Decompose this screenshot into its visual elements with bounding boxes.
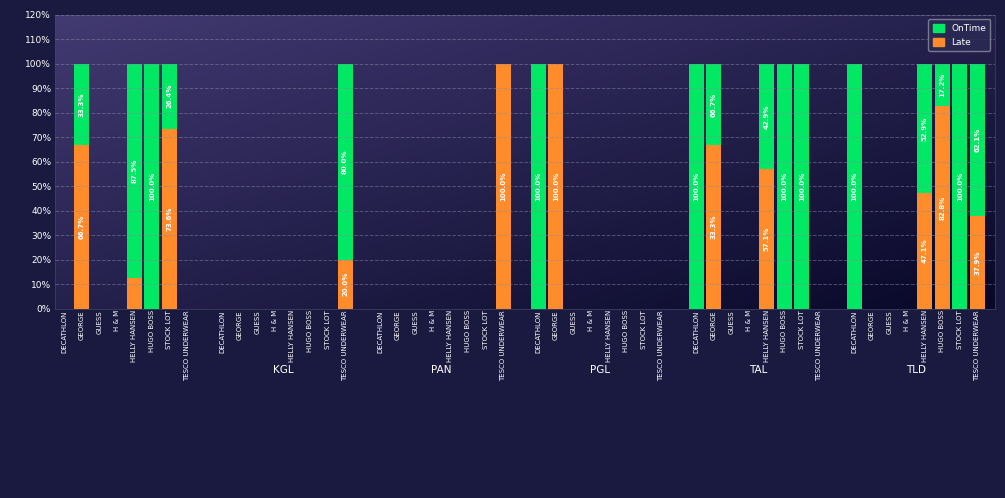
Text: 100.0%: 100.0% xyxy=(536,172,542,201)
Bar xyxy=(759,169,774,309)
Text: 57.1%: 57.1% xyxy=(764,227,770,251)
Bar xyxy=(953,64,967,309)
Text: 80.0%: 80.0% xyxy=(342,149,348,174)
Bar xyxy=(74,145,89,309)
Text: PGL: PGL xyxy=(590,365,610,374)
Bar xyxy=(145,64,160,309)
Bar xyxy=(935,106,950,309)
Text: 100.0%: 100.0% xyxy=(149,172,155,201)
Text: 100.0%: 100.0% xyxy=(851,172,857,201)
Bar xyxy=(918,64,933,193)
Text: 42.9%: 42.9% xyxy=(764,104,770,128)
Bar xyxy=(935,64,950,106)
Bar xyxy=(338,64,353,260)
Bar xyxy=(918,193,933,309)
Text: 66.7%: 66.7% xyxy=(711,93,717,117)
Text: 100.0%: 100.0% xyxy=(500,172,507,201)
Bar xyxy=(549,64,564,309)
Bar xyxy=(74,64,89,145)
Text: 33.3%: 33.3% xyxy=(711,215,717,240)
Text: 100.0%: 100.0% xyxy=(781,172,787,201)
Text: 26.4%: 26.4% xyxy=(167,84,173,109)
Bar xyxy=(162,128,177,309)
Text: KGL: KGL xyxy=(273,365,293,374)
Legend: OnTime, Late: OnTime, Late xyxy=(929,19,991,51)
Text: 37.9%: 37.9% xyxy=(975,250,981,274)
Bar xyxy=(847,64,862,309)
Bar xyxy=(338,260,353,309)
Bar xyxy=(127,278,142,309)
Text: 100.0%: 100.0% xyxy=(799,172,805,201)
Bar xyxy=(127,64,142,278)
Text: 20.0%: 20.0% xyxy=(342,272,348,296)
Text: 47.1%: 47.1% xyxy=(922,239,928,263)
Text: 52.9%: 52.9% xyxy=(922,117,928,141)
Bar xyxy=(495,64,511,309)
Bar xyxy=(707,64,722,145)
Bar xyxy=(794,64,809,309)
Bar xyxy=(759,64,774,169)
Bar xyxy=(707,145,722,309)
Text: 100.0%: 100.0% xyxy=(693,172,699,201)
Bar xyxy=(531,64,546,309)
Bar xyxy=(970,216,985,309)
Text: 17.2%: 17.2% xyxy=(940,73,946,97)
Text: 100.0%: 100.0% xyxy=(957,172,963,201)
Text: 66.7%: 66.7% xyxy=(78,215,84,239)
Text: 62.1%: 62.1% xyxy=(975,128,981,152)
Text: 87.5%: 87.5% xyxy=(132,159,138,183)
Text: TLD: TLD xyxy=(906,365,926,374)
Text: PAN: PAN xyxy=(431,365,452,374)
Text: 100.0%: 100.0% xyxy=(553,172,559,201)
Bar xyxy=(688,64,704,309)
Text: 33.3%: 33.3% xyxy=(78,93,84,117)
Text: 82.8%: 82.8% xyxy=(940,195,946,220)
Text: 73.6%: 73.6% xyxy=(167,207,173,231)
Bar xyxy=(777,64,792,309)
Bar xyxy=(970,64,985,216)
Text: TAL: TAL xyxy=(749,365,767,374)
Bar xyxy=(162,64,177,128)
